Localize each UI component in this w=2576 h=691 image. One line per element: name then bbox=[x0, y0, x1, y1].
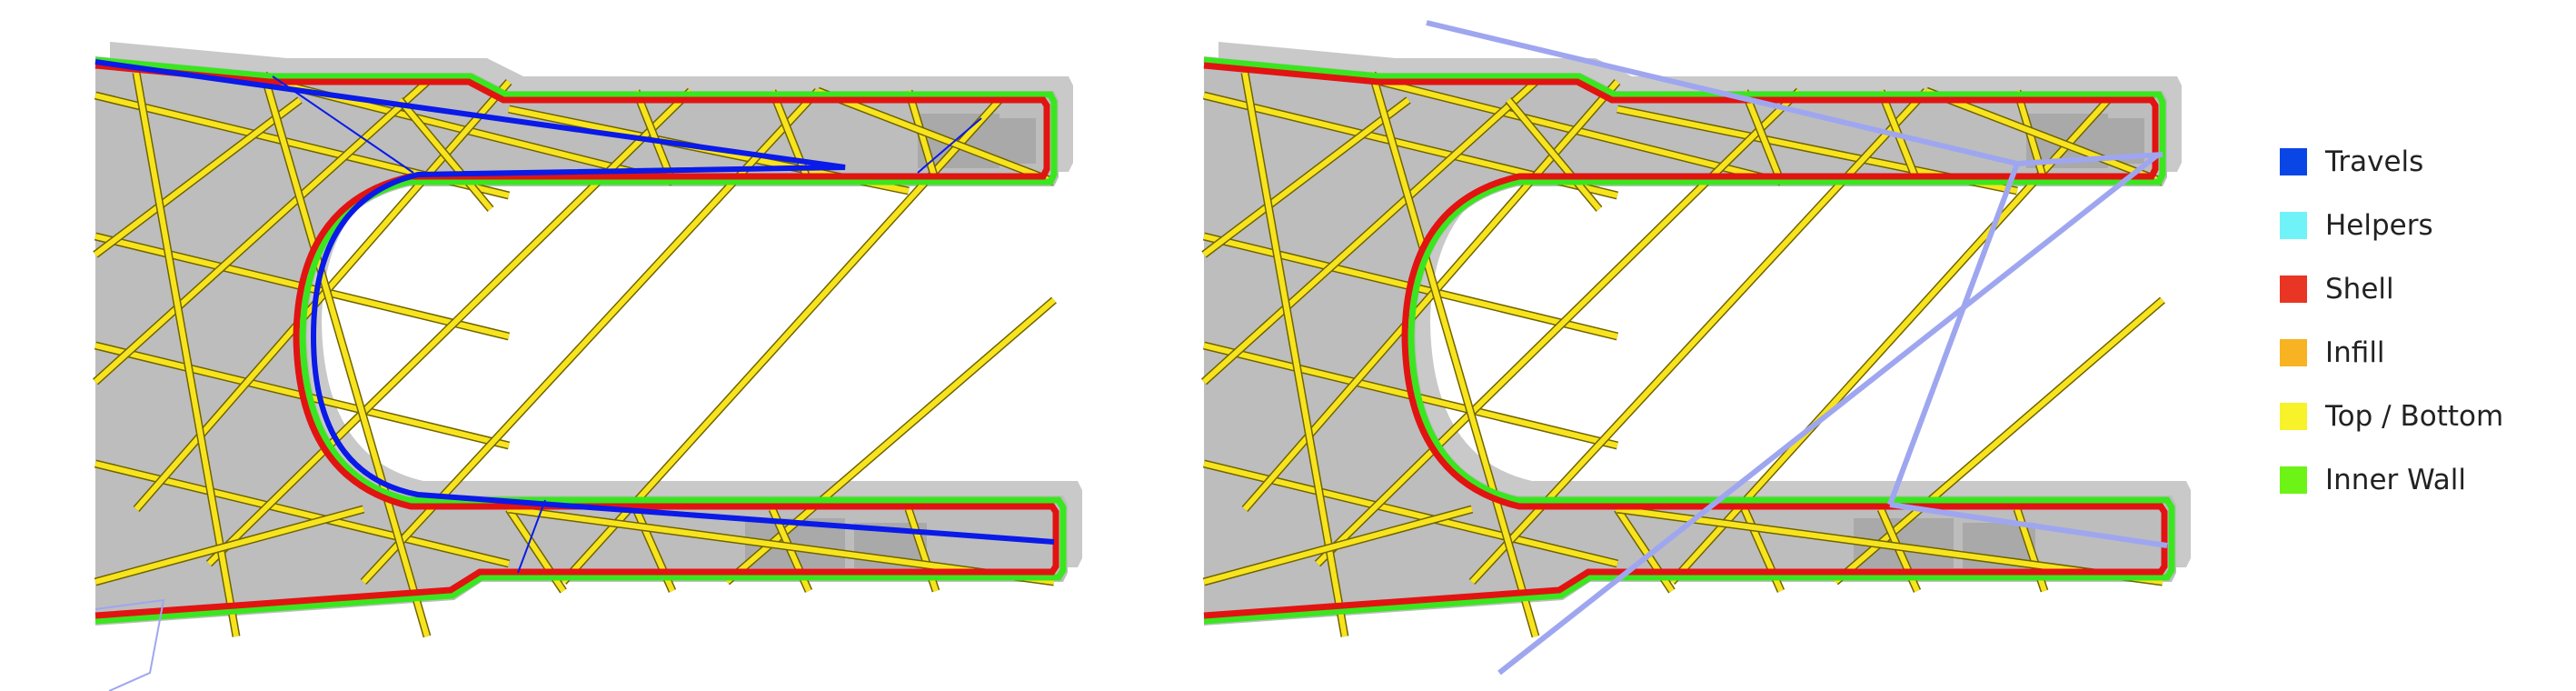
legend-swatch bbox=[2280, 339, 2307, 366]
top-bottom-line bbox=[1742, 89, 1784, 184]
top-bottom-line bbox=[1315, 88, 1802, 566]
top-bottom-line bbox=[94, 97, 302, 257]
legend-label: Shell bbox=[2325, 273, 2394, 305]
travel-move bbox=[1497, 152, 2160, 676]
top-bottom-line bbox=[816, 88, 1056, 185]
top-bottom-line bbox=[93, 79, 430, 385]
legend-label: Inner Wall bbox=[2325, 464, 2466, 496]
travel-move bbox=[917, 117, 982, 174]
legend-label: Infill bbox=[2325, 336, 2385, 369]
layer-view-right[interactable] bbox=[1109, 0, 2290, 691]
toolpath-canvas-left bbox=[0, 0, 1181, 691]
model-face bbox=[95, 56, 1068, 626]
travel-move bbox=[1889, 502, 2168, 548]
top-bottom-line bbox=[261, 72, 430, 637]
travel-move bbox=[1426, 20, 2018, 166]
legend-swatch bbox=[2280, 466, 2307, 494]
travel-move bbox=[2016, 152, 2163, 166]
legend: Travels Helpers Shell Infill Top / Botto… bbox=[2276, 136, 2567, 518]
top-bottom-line bbox=[1369, 72, 1538, 637]
legend-swatch bbox=[2280, 403, 2307, 430]
top-bottom-line bbox=[1201, 79, 1538, 385]
legend-item-infill: Infill bbox=[2276, 327, 2567, 391]
shell-path bbox=[1203, 62, 2168, 619]
top-bottom-line bbox=[1506, 98, 1602, 211]
legend-label: Helpers bbox=[2325, 209, 2433, 242]
inner-wall-path bbox=[94, 56, 1067, 625]
toolpath-canvas-right bbox=[1109, 0, 2290, 691]
legend-item-shell: Shell bbox=[2276, 264, 2567, 327]
travel-moves bbox=[1426, 20, 2168, 676]
legend-label: Top / Bottom bbox=[2325, 400, 2504, 433]
top-bottom-line bbox=[1242, 72, 1348, 637]
legend-swatch bbox=[2280, 212, 2307, 239]
travel-moves bbox=[94, 59, 1055, 691]
model-face bbox=[1204, 56, 2176, 626]
top-bottom-line bbox=[397, 98, 493, 211]
top-bottom-line bbox=[1380, 79, 1782, 185]
legend-swatch bbox=[2280, 148, 2307, 175]
top-bottom-line bbox=[94, 506, 364, 585]
legend-item-inner-wall: Inner Wall bbox=[2276, 455, 2567, 518]
top-bottom-line bbox=[1925, 88, 2164, 185]
legend-item-top-bottom: Top / Bottom bbox=[2276, 391, 2567, 455]
legend-label: Travels bbox=[2325, 145, 2424, 178]
top-bottom-line bbox=[134, 72, 239, 637]
travel-move bbox=[94, 598, 165, 691]
top-bottom-line bbox=[1202, 97, 1410, 257]
inner-wall-path bbox=[1203, 56, 2175, 625]
top-bottom-line bbox=[906, 90, 939, 183]
top-bottom-line bbox=[633, 89, 675, 184]
legend-item-helpers: Helpers bbox=[2276, 200, 2567, 264]
travel-move bbox=[517, 499, 546, 574]
travel-move bbox=[94, 59, 1055, 545]
travel-move bbox=[1887, 162, 2020, 506]
top-bottom-line bbox=[1203, 506, 1473, 585]
legend-swatch bbox=[2280, 275, 2307, 303]
legend-item-travels: Travels bbox=[2276, 136, 2567, 200]
top-bottom-line bbox=[2014, 90, 2047, 183]
layer-view-left[interactable] bbox=[0, 0, 1181, 691]
top-bottom-infill bbox=[1200, 71, 2165, 638]
travel-move bbox=[272, 75, 414, 174]
